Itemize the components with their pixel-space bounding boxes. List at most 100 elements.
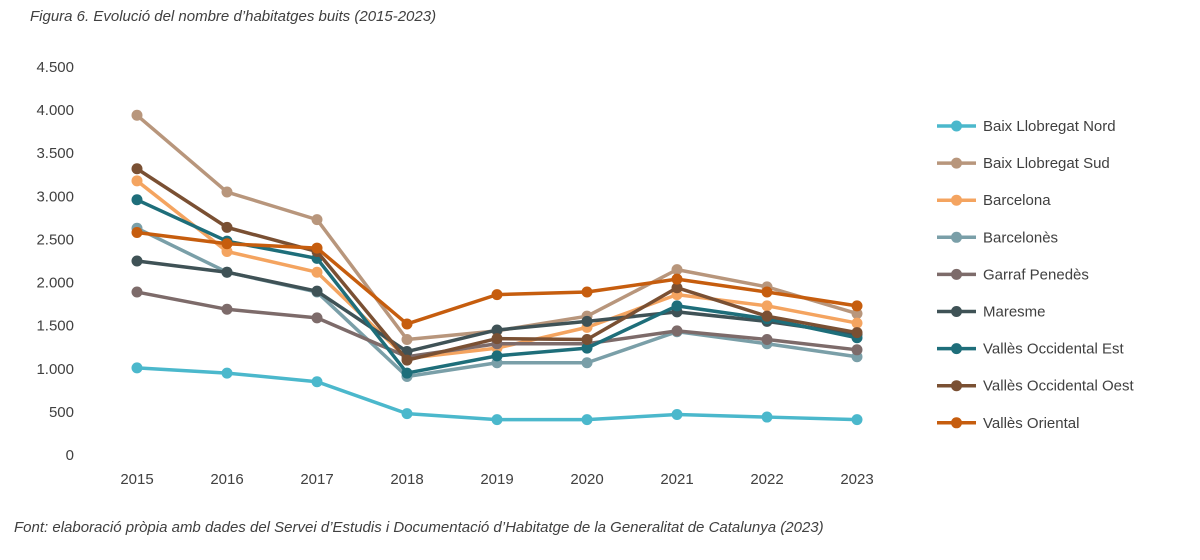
data-point <box>491 333 503 345</box>
data-point <box>221 367 233 379</box>
y-tick-label: 1.000 <box>36 361 74 378</box>
data-point <box>221 186 233 198</box>
legend-label: Vallès Occidental Oest <box>983 378 1134 395</box>
legend-marker <box>951 231 962 243</box>
data-point <box>851 317 863 329</box>
legend-marker <box>951 306 962 317</box>
legend-label: Baix Llobregat Sud <box>983 155 1110 172</box>
legend-marker <box>951 268 962 280</box>
series-vall-s-occidental-est <box>131 194 863 379</box>
legend-item: Garraf Penedès <box>937 266 1089 283</box>
data-point <box>671 273 683 285</box>
data-point <box>401 333 413 345</box>
data-point <box>221 266 233 278</box>
y-tick-label: 1.500 <box>36 318 74 335</box>
legend-item: Vallès Occidental Oest <box>937 378 1134 395</box>
legend-item: Barcelonès <box>937 229 1058 246</box>
x-tick-label: 2016 <box>210 471 243 488</box>
x-tick-label: 2021 <box>660 471 693 488</box>
data-point <box>491 289 503 301</box>
data-point <box>491 414 503 426</box>
legend-item: Barcelona <box>937 192 1051 209</box>
data-point <box>221 221 233 233</box>
series-group <box>131 109 863 426</box>
legend-label: Barcelona <box>983 192 1051 209</box>
data-point <box>581 342 593 354</box>
legend-marker <box>951 157 962 169</box>
y-tick-label: 3.500 <box>36 145 74 162</box>
data-point <box>671 300 683 312</box>
data-point <box>581 286 593 298</box>
data-point <box>311 285 323 297</box>
legend-item: Baix Llobregat Nord <box>937 118 1116 135</box>
data-point <box>851 300 863 312</box>
legend-label: Barcelonès <box>983 229 1058 246</box>
data-point <box>311 214 323 226</box>
data-point <box>401 318 413 330</box>
y-tick-label: 4.500 <box>36 59 74 76</box>
legend-item: Vallès Occidental Est <box>937 341 1124 358</box>
x-axis: 2015 2016 2017 2018 2019 2020 2021 2022 2023 <box>120 471 873 488</box>
data-point <box>761 310 773 322</box>
data-point <box>401 408 413 420</box>
x-tick-label: 2015 <box>120 471 153 488</box>
data-point <box>581 315 593 327</box>
data-point <box>761 333 773 345</box>
x-tick-label: 2020 <box>570 471 603 488</box>
legend-label: Vallès Occidental Est <box>983 341 1124 358</box>
data-point <box>671 264 683 276</box>
data-point <box>851 308 863 320</box>
data-point <box>581 333 593 345</box>
data-point <box>671 282 683 294</box>
y-tick-label: 2.000 <box>36 275 74 292</box>
data-point <box>851 344 863 356</box>
y-tick-label: 0 <box>66 447 74 464</box>
x-tick-label: 2022 <box>750 471 783 488</box>
legend-label: Baix Llobregat Nord <box>983 118 1116 135</box>
y-tick-label: 500 <box>49 404 74 421</box>
legend-item: Vallès Oriental <box>937 415 1079 432</box>
data-point <box>581 414 593 426</box>
data-point <box>131 194 143 206</box>
x-tick-label: 2018 <box>390 471 423 488</box>
data-point <box>221 303 233 315</box>
data-point <box>311 266 323 278</box>
chart-title: Figura 6. Evolució del nombre d’habitatg… <box>30 8 437 25</box>
x-tick-label: 2019 <box>480 471 513 488</box>
x-tick-label: 2023 <box>840 471 873 488</box>
legend-marker <box>951 120 962 132</box>
y-tick-label: 4.000 <box>36 102 74 119</box>
data-point <box>851 327 863 339</box>
y-tick-label: 2.500 <box>36 231 74 248</box>
legend-item: Baix Llobregat Sud <box>937 155 1110 172</box>
legend-item: Maresme <box>937 304 1046 321</box>
data-point <box>401 354 413 366</box>
line-chart: 0 500 1.000 1.500 2.000 2.500 3.000 3.500 4.000 4… <box>36 59 1134 488</box>
x-tick-label: 2017 <box>300 471 333 488</box>
y-axis: 0 500 1.000 1.500 2.000 2.500 3.000 3.500 4.000 4… <box>36 59 74 464</box>
data-point <box>131 255 143 267</box>
data-point <box>761 411 773 423</box>
data-point <box>671 325 683 337</box>
data-point <box>401 367 413 379</box>
data-point <box>221 246 233 258</box>
data-point <box>131 109 143 121</box>
series-vall-s-occidental-oest <box>131 163 863 366</box>
chart-source: Font: elaboració pròpia amb dades del Se… <box>14 519 824 536</box>
data-point <box>131 362 143 374</box>
data-point <box>581 357 593 369</box>
data-point <box>131 175 143 187</box>
data-point <box>131 227 143 239</box>
data-point <box>311 376 323 388</box>
y-tick-label: 3.000 <box>36 188 74 205</box>
data-point <box>221 238 233 250</box>
series-vall-s-oriental <box>131 227 863 330</box>
legend-marker <box>951 194 962 206</box>
series-line <box>135 113 859 342</box>
legend-label: Vallès Oriental <box>983 415 1079 432</box>
data-point <box>671 408 683 420</box>
series-line <box>135 366 859 422</box>
data-point <box>851 414 863 426</box>
data-point <box>311 312 323 324</box>
data-point <box>311 242 323 254</box>
